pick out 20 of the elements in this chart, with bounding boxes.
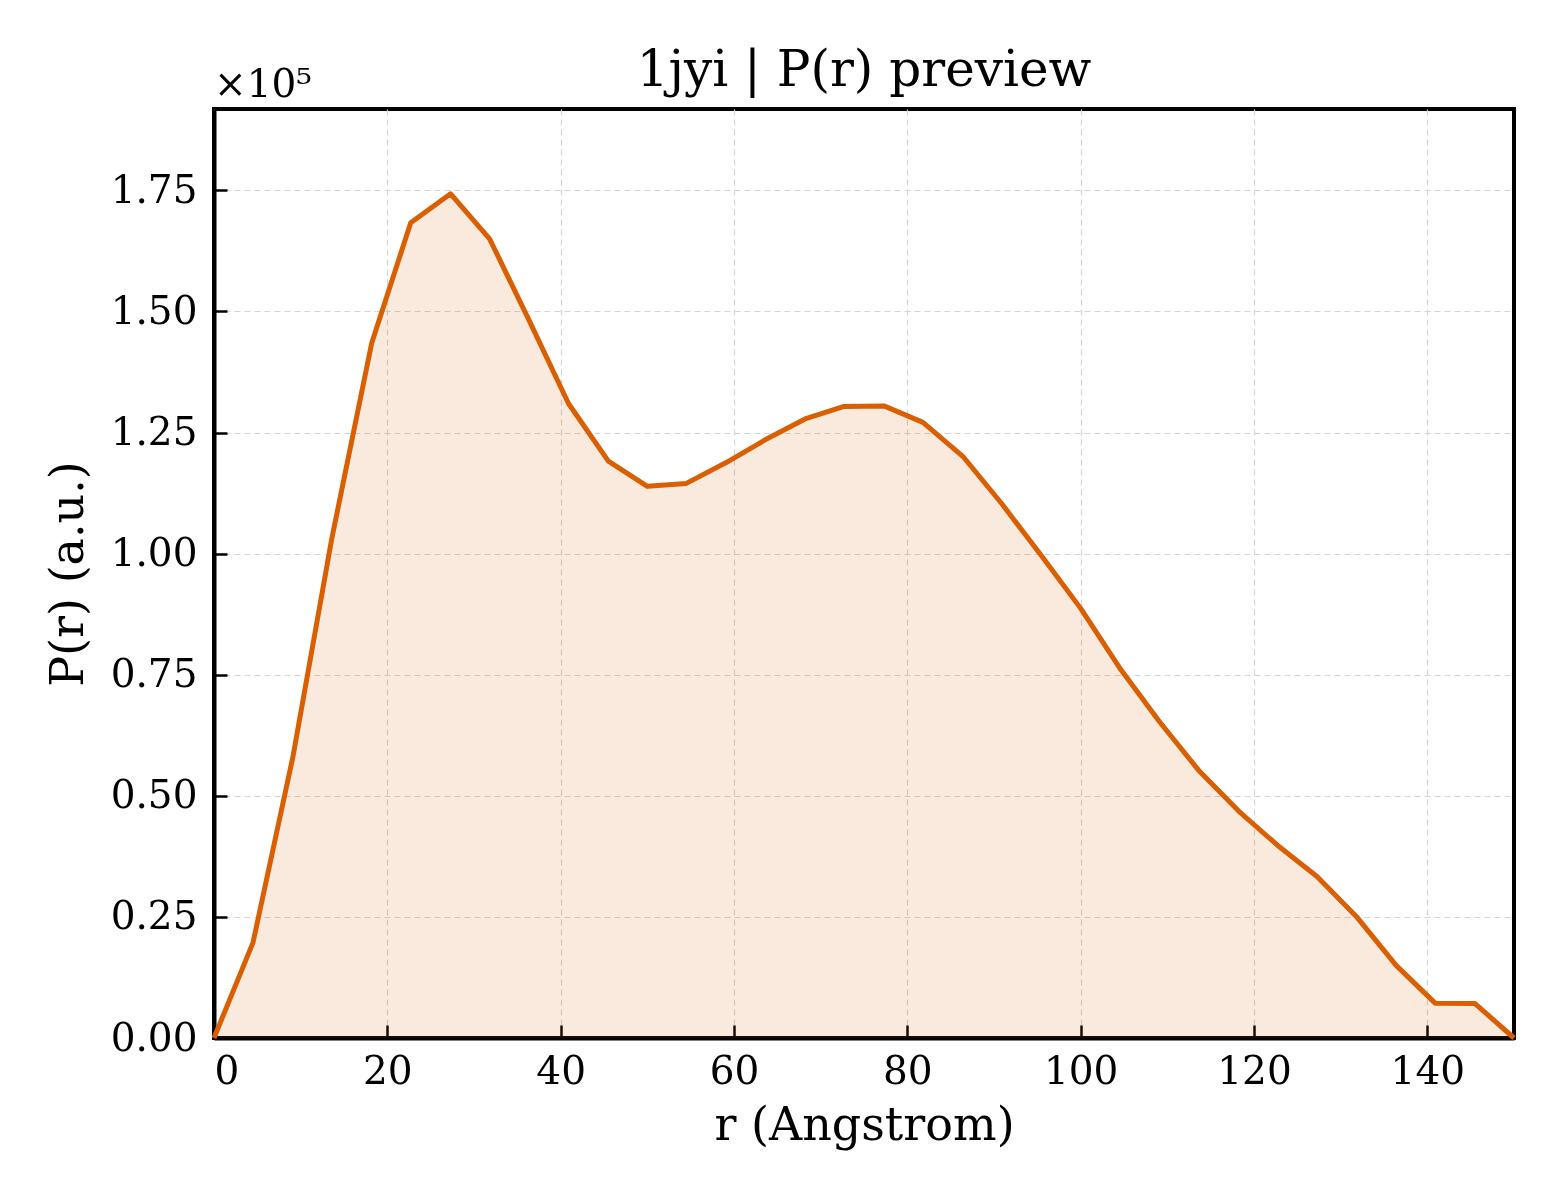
x-tick-label: 120 [1217, 1047, 1292, 1093]
x-tick-label: 100 [1043, 1047, 1119, 1093]
x-tick-label: 140 [1390, 1047, 1466, 1093]
y-tick-label: 0.25 [110, 893, 198, 939]
x-tick-label: 60 [709, 1047, 760, 1093]
chart-title: 1jyi | P(r) preview [636, 40, 1092, 98]
y-tick-label: 1.00 [110, 530, 198, 576]
x-tick-label: 20 [363, 1047, 413, 1093]
x-axis-title: r (Angstrom) [714, 1096, 1015, 1151]
text: ×10⁵ [214, 61, 312, 106]
y-tick-label: 1.50 [110, 287, 198, 333]
y-tick-label: 1.25 [110, 409, 198, 455]
x-tick-label: 0 [214, 1047, 240, 1093]
y-tick-label: 0.75 [110, 651, 198, 697]
x-tick-label: 80 [883, 1047, 933, 1093]
y-axis-title: P(r) (a.u.) [39, 461, 94, 687]
y-tick-label: 1.75 [110, 166, 198, 212]
y-tick-label: 0.00 [110, 1014, 198, 1060]
y-tick-label: 0.50 [110, 772, 198, 818]
x-tick-label: 40 [536, 1047, 586, 1093]
